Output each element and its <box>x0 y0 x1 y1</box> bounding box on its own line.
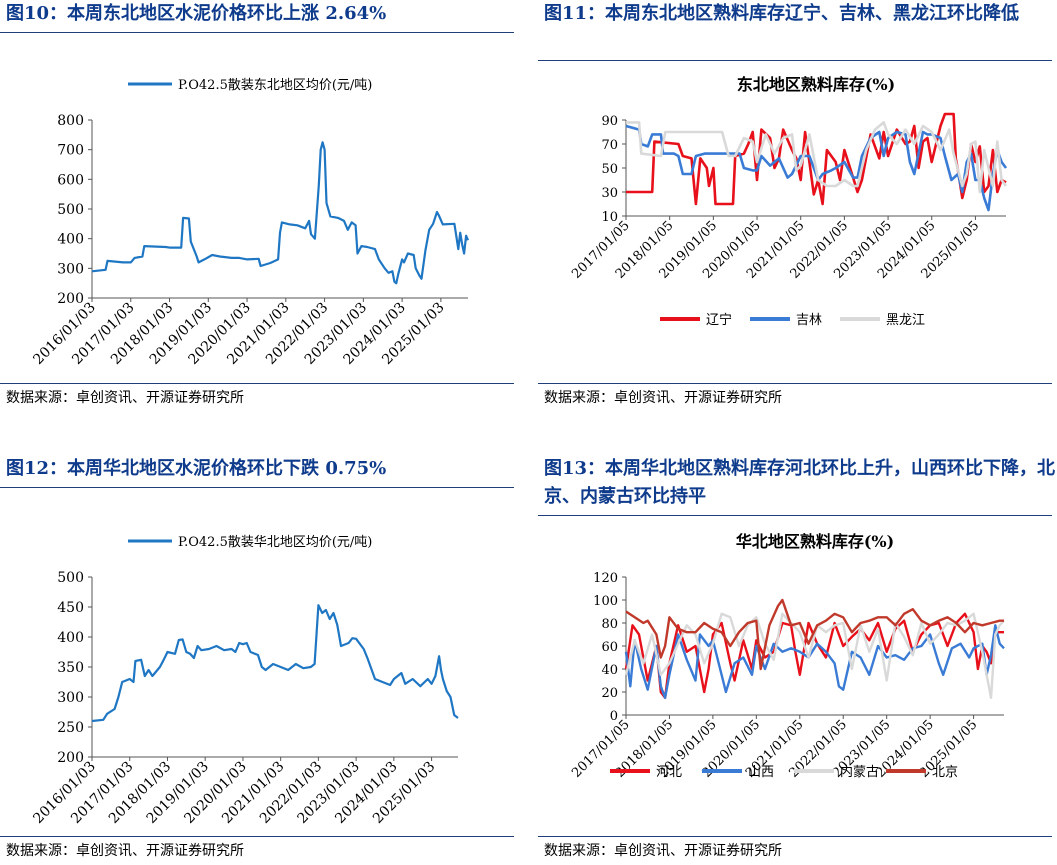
source-note: 数据来源：卓创资讯、开源证券研究所 <box>6 390 244 406</box>
figure-title: 图13：本周华北地区熟料库存河北环比上升，山西环比下降，北京、内蒙古环比持平 <box>544 458 1056 507</box>
y-tick-label: 300 <box>57 261 84 277</box>
series-line-辽宁 <box>626 112 1007 206</box>
series-line-山西 <box>624 624 1005 699</box>
y-tick-label: 70 <box>601 138 618 153</box>
series-line-series-1 <box>91 141 470 285</box>
y-tick-label: 800 <box>57 113 84 129</box>
title-divider <box>0 487 514 488</box>
series-line-series-1 <box>91 604 459 723</box>
series-line-北京 <box>625 598 1004 671</box>
legend-label: 黑龙江 <box>886 313 925 328</box>
y-tick-label: 10 <box>601 210 618 225</box>
y-tick-label: 450 <box>57 600 84 616</box>
figure-11-panel: 图11：本周东北地区熟料库存辽宁、吉林、黑龙江环比降低 东北地区熟料库存(%) 1… <box>538 0 1052 430</box>
source-divider <box>0 836 514 837</box>
y-tick-label: 500 <box>57 570 84 586</box>
y-tick-label: 50 <box>601 162 618 177</box>
y-tick-label: 80 <box>601 617 618 632</box>
figure-title: 图12：本周华北地区水泥价格环比下跌 0.75% <box>6 458 387 479</box>
y-tick-label: 40 <box>601 663 618 678</box>
source-note: 数据来源：卓创资讯、开源证券研究所 <box>544 843 782 859</box>
figure-title: 图11：本周东北地区熟料库存辽宁、吉林、黑龙江环比降低 <box>544 3 1020 24</box>
y-tick-label: 200 <box>57 750 84 766</box>
title-divider <box>538 515 1052 516</box>
y-tick-label: 600 <box>57 172 84 188</box>
y-tick-label: 20 <box>601 686 618 701</box>
source-note: 数据来源：卓创资讯、开源证券研究所 <box>6 843 244 859</box>
legend-label: 辽宁 <box>706 312 732 328</box>
title-divider <box>538 60 1052 61</box>
source-divider <box>0 383 514 384</box>
nc-clinker-inventory-chart: 华北地区熟料库存(%)0204060801001202017/01/052018… <box>569 532 1005 781</box>
ne-clinker-inventory-chart: 东北地区熟料库存(%)10305070902017/01/052018/01/0… <box>569 75 1008 328</box>
y-tick-label: 500 <box>57 202 84 218</box>
y-tick-label: 350 <box>57 660 84 676</box>
y-tick-label: 400 <box>57 232 84 248</box>
figure-12-panel: 图12：本周华北地区水泥价格环比下跌 0.75% 200 250 300 350 400… <box>0 455 514 865</box>
nc-cement-price-chart: 2002503003504004505002016/01/032017/01/0… <box>30 535 459 827</box>
y-tick-label: 400 <box>57 630 84 646</box>
legend-label: 山西 <box>748 765 774 780</box>
y-tick-label: 90 <box>601 114 618 129</box>
title-divider <box>0 32 514 33</box>
y-tick-label: 700 <box>57 143 84 159</box>
legend-label: 内蒙古 <box>840 764 879 780</box>
legend-label: 河北 <box>656 765 682 780</box>
y-tick-label: 60 <box>601 640 618 655</box>
source-divider <box>538 383 1052 384</box>
source-note: 数据来源：卓创资讯、开源证券研究所 <box>544 390 782 406</box>
legend-label: P.O42.5散装华北地区均价(元/吨) <box>178 535 372 550</box>
chart-title: 华北地区熟料库存(%) <box>736 532 894 551</box>
series-line-内蒙古 <box>624 612 1005 699</box>
legend-label: 吉林 <box>796 313 822 328</box>
series-line-黑龙江 <box>626 121 1008 194</box>
legend-label: 北京 <box>932 765 958 780</box>
y-tick-label: 120 <box>593 571 618 586</box>
chart-title: 东北地区熟料库存(%) <box>737 75 895 94</box>
figure-13-panel: 图13：本周华北地区熟料库存河北环比上升，山西环比下降，北京、内蒙古环比持平 华… <box>538 455 1055 865</box>
legend-label: P.O42.5散装东北地区均价(元/吨) <box>178 78 372 93</box>
series-line-河北 <box>624 612 1004 699</box>
y-tick-label: 300 <box>57 690 84 706</box>
source-divider <box>538 836 1052 837</box>
figure-title: 图10：本周东北地区水泥价格环比上涨 2.64% <box>6 3 387 24</box>
y-tick-label: 0 <box>610 709 618 724</box>
y-tick-label: 100 <box>593 594 618 609</box>
figure-10-panel: 图10：本周东北地区水泥价格环比上涨 2.64% 200 300 400 500 600… <box>0 0 514 430</box>
y-tick-label: 200 <box>57 291 84 307</box>
ne-cement-price-chart: 2003004005006007008002016/01/032017/01/0… <box>30 78 470 368</box>
y-tick-label: 30 <box>601 186 618 201</box>
y-tick-label: 250 <box>57 720 84 736</box>
